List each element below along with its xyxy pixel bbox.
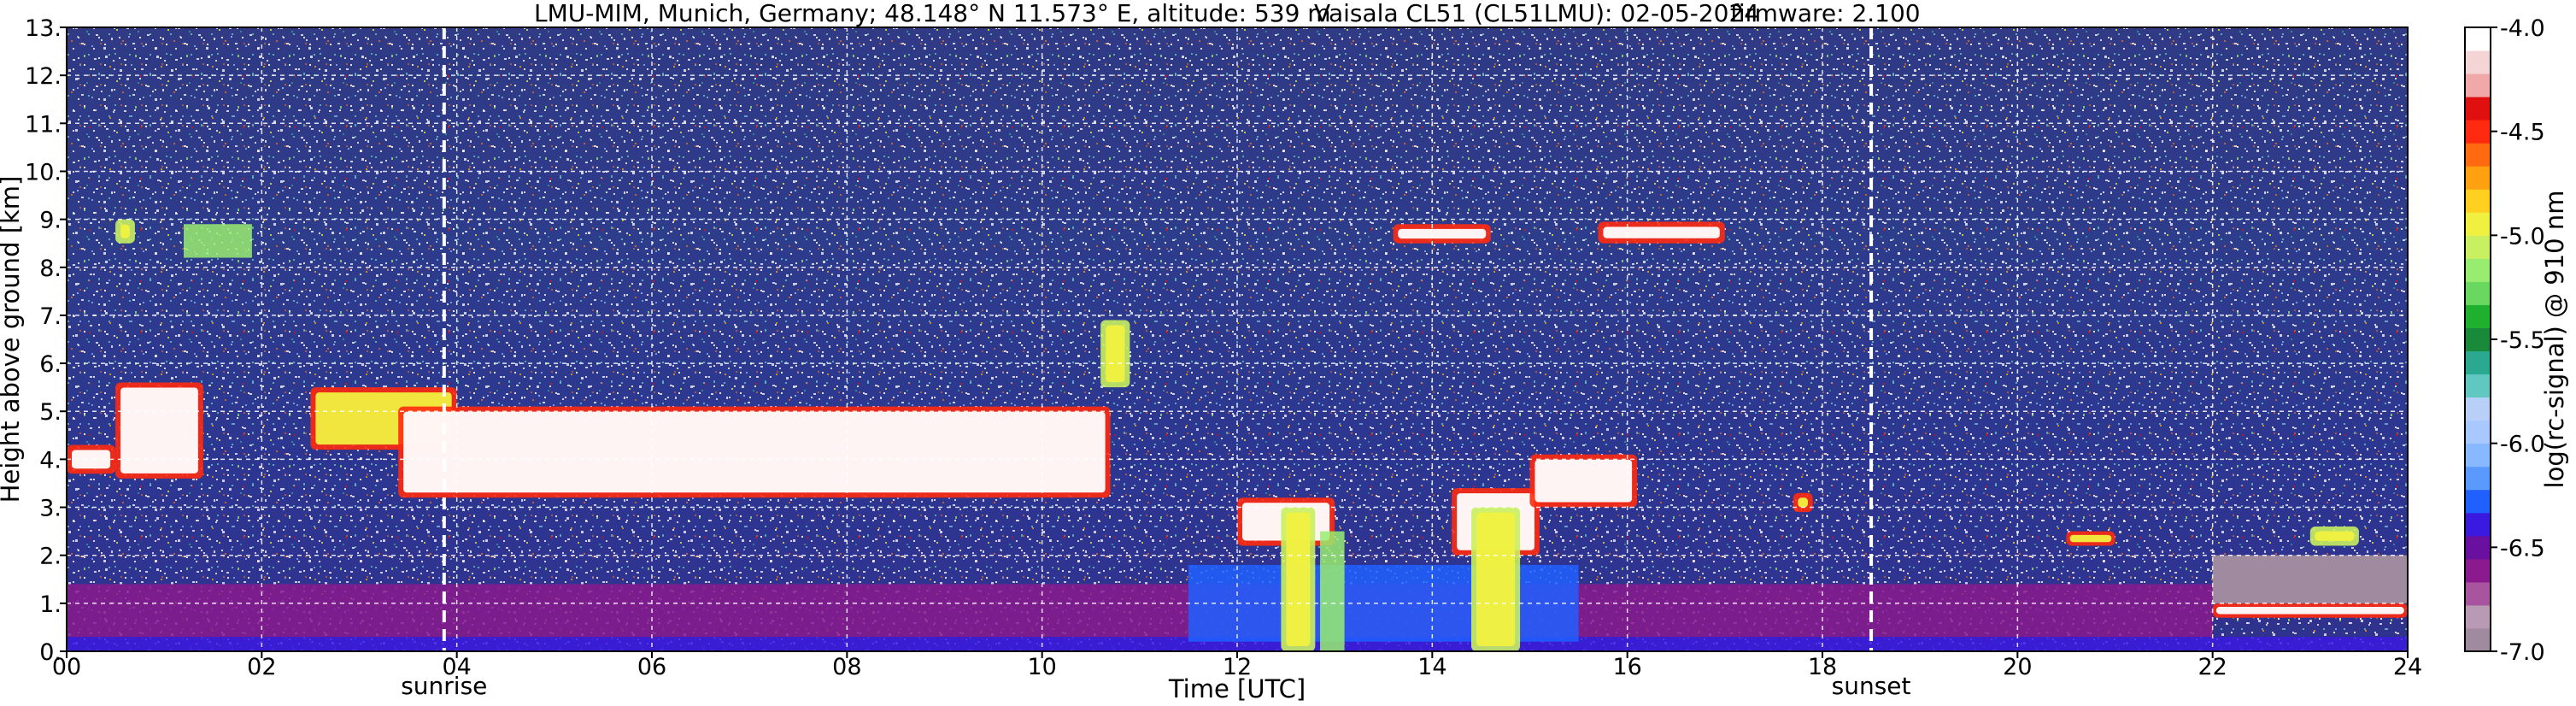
x-axis: sunrise sunset 00 02 04 06 08 10 12 14 16 18 20 22 24 xyxy=(52,651,2422,700)
feature-mid-level-cloud xyxy=(398,406,1111,498)
backscatter-features xyxy=(67,219,2408,651)
colorbar-segment xyxy=(2465,212,2491,236)
colorbar-segment xyxy=(2465,397,2491,421)
colorbar-segment xyxy=(2465,581,2491,606)
title-firmware-info: firmware: 2.100 xyxy=(1730,0,1921,27)
colorbar-segment xyxy=(2465,443,2491,468)
colorbar-segment xyxy=(2465,374,2491,398)
x-tick-label: 00 xyxy=(52,654,81,680)
x-tick-label: 10 xyxy=(1027,654,1056,680)
colorbar-segment xyxy=(2465,281,2491,305)
x-tick-label: 24 xyxy=(2393,654,2422,680)
colorbar-segment xyxy=(2465,143,2491,167)
colorbar-segment xyxy=(2465,350,2491,375)
y-tick-label: 5. xyxy=(39,399,62,426)
x-tick-label: 20 xyxy=(2003,654,2032,680)
colorbar-tick-label: -4.5 xyxy=(2500,120,2545,146)
x-tick-label: 18 xyxy=(1808,654,1837,680)
x-axis-label: Time [UTC] xyxy=(1168,674,1306,703)
colorbar-segment xyxy=(2465,97,2491,121)
colorbar-segment xyxy=(2465,304,2491,328)
colorbar-segment xyxy=(2465,512,2491,537)
colorbar-segment xyxy=(2465,558,2491,583)
x-tick-label: 12 xyxy=(1223,654,1252,680)
colorbar-segment xyxy=(2465,604,2491,629)
colorbar-tick-label: -5.0 xyxy=(2500,223,2545,250)
colorbar-segment xyxy=(2465,120,2491,144)
feature-cirrus xyxy=(1393,224,1491,244)
y-tick-label: 10. xyxy=(25,159,62,185)
y-tick-label: 9. xyxy=(39,208,62,234)
y-tick-label: 1. xyxy=(39,591,62,618)
y-tick-label: 4. xyxy=(39,447,62,474)
y-tick-label: 8. xyxy=(39,256,62,282)
y-tick-label: 7. xyxy=(39,303,62,330)
y-tick-label: 6. xyxy=(39,351,62,378)
feature-cirrus xyxy=(115,219,135,244)
y-axis-label: Height above ground [km] xyxy=(0,176,25,503)
y-tick-label: 0. xyxy=(39,639,62,666)
colorbar-segment xyxy=(2465,258,2491,282)
sunrise-label: sunrise xyxy=(401,672,487,700)
feature-signal-attenuated-region xyxy=(2212,555,2408,603)
colorbar: -7.0 -6.5 -6.0 -5.5 -5.0 -4.5 -4.0 xyxy=(2464,15,2545,666)
colorbar-tick-label: -6.5 xyxy=(2500,535,2545,562)
feature-precipitation-streak xyxy=(1320,531,1345,651)
x-tick-label: 22 xyxy=(2198,654,2227,680)
feature-elevated-thin-layer xyxy=(2309,527,2359,546)
colorbar-segment xyxy=(2465,535,2491,560)
colorbar-tick-label: -5.5 xyxy=(2500,327,2545,354)
feature-cumulus-base xyxy=(1529,454,1638,508)
feature-fog-layer xyxy=(2212,603,2408,618)
y-tick-label: 13. xyxy=(25,15,62,42)
y-tick-label: 12. xyxy=(25,63,62,90)
chart-title: LMU-MIM, Munich, Germany; 48.148° N 11.5… xyxy=(534,0,1921,27)
title-station-info: LMU-MIM, Munich, Germany; 48.148° N 11.5… xyxy=(534,0,1331,27)
colorbar-segment xyxy=(2465,235,2491,259)
colorbar-tick-label: -7.0 xyxy=(2500,639,2545,666)
grid-lines xyxy=(67,27,2408,651)
y-tick-label: 3. xyxy=(39,496,62,522)
feature-elevated-thin-layer xyxy=(1793,492,1813,513)
feature-mid-level-cloud xyxy=(67,444,116,474)
colorbar-segment xyxy=(2465,627,2491,652)
feature-precipitation-streak xyxy=(1471,507,1521,651)
colorbar-tick-label: -6.0 xyxy=(2500,432,2545,458)
feature-cloud-fragment xyxy=(1100,320,1130,388)
x-tick-label: 16 xyxy=(1612,654,1641,680)
y-tick-label: 2. xyxy=(39,544,62,570)
x-tick-label: 08 xyxy=(832,654,861,680)
x-tick-label: 02 xyxy=(247,654,276,680)
sunset-label: sunset xyxy=(1832,672,1911,700)
x-tick-label: 14 xyxy=(1417,654,1446,680)
x-tick-label: 04 xyxy=(442,654,471,680)
feature-precipitation-streak xyxy=(1281,507,1316,651)
colorbar-label: log(rc-signal) @ 910 nm xyxy=(2540,191,2569,489)
y-tick-label: 11. xyxy=(25,111,62,138)
colorbar-segment xyxy=(2465,189,2491,213)
title-instrument-info: Vaisala CL51 (CL51LMU): 02-05-2024 xyxy=(1314,0,1759,27)
colorbar-segment xyxy=(2465,27,2491,51)
event-markers xyxy=(442,27,1874,651)
colorbar-segment xyxy=(2465,50,2491,74)
feature-mid-level-cloud xyxy=(115,382,203,479)
plot-area xyxy=(66,26,2409,652)
colorbar-segment xyxy=(2465,420,2491,444)
feature-cirrus xyxy=(1598,221,1725,244)
feature-cirrus xyxy=(184,224,252,258)
feature-residual-aerosol-layer xyxy=(67,584,2213,638)
x-tick-label: 06 xyxy=(637,654,666,680)
colorbar-segment xyxy=(2465,327,2491,352)
colorbar-segment xyxy=(2465,166,2491,190)
colorbar-segment xyxy=(2465,466,2491,491)
feature-elevated-thin-layer xyxy=(2066,531,2115,546)
colorbar-tick-label: -4.0 xyxy=(2500,15,2545,42)
colorbar-segment xyxy=(2465,489,2491,514)
y-axis: 0. 1. 2. 3. 4. 5. 6. 7. 8. 9. 10. 11. 12. 13. xyxy=(25,15,67,666)
colorbar-segment xyxy=(2465,74,2491,97)
